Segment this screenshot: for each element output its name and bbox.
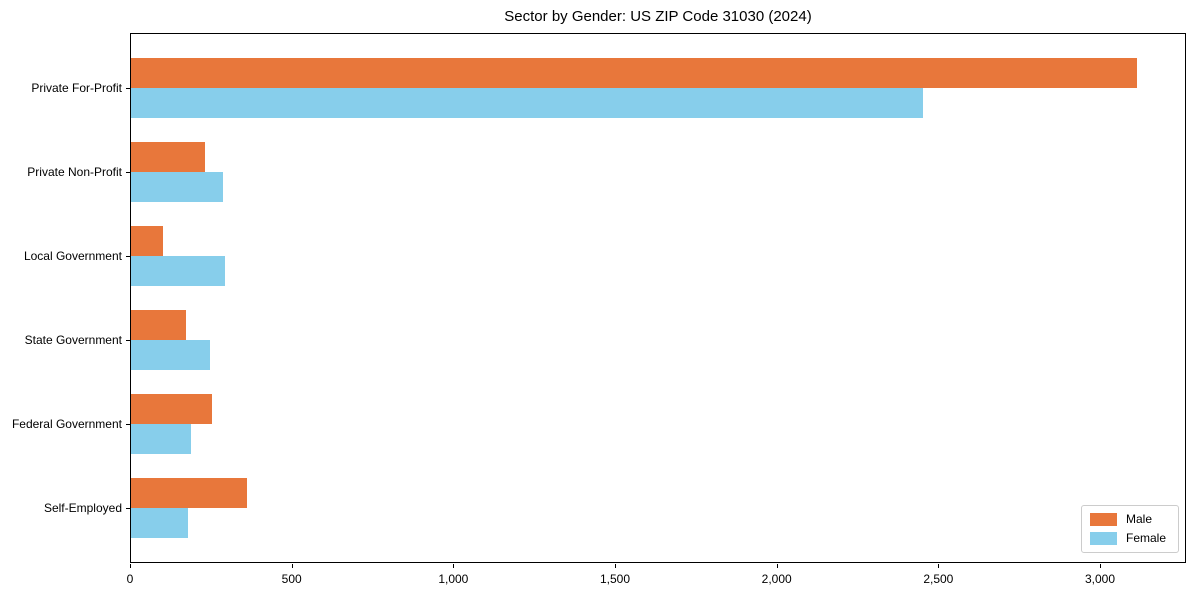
x-tick-label: 1,500 xyxy=(599,572,630,586)
x-tick-mark xyxy=(614,564,616,568)
y-tick-mark xyxy=(126,508,130,509)
plot-area: Male Female xyxy=(130,33,1186,563)
y-category-label: Private Non-Profit xyxy=(27,165,122,179)
bar-female-federal-government xyxy=(131,424,191,454)
y-category-label: Local Government xyxy=(23,249,122,263)
x-tick-label: 2,500 xyxy=(923,572,954,586)
bar-female-private-for-profit xyxy=(131,88,924,118)
x-tick-mark xyxy=(938,564,940,568)
legend-swatch-female xyxy=(1089,532,1117,545)
bar-female-private-non-profit xyxy=(131,172,224,202)
x-tick-mark xyxy=(776,564,778,568)
x-tick-mark xyxy=(453,564,455,568)
bar-female-self-employed xyxy=(131,508,188,538)
legend-label-female: Female xyxy=(1125,531,1166,545)
bar-male-local-government xyxy=(131,226,164,256)
y-tick-mark xyxy=(126,172,130,173)
legend-swatch-male xyxy=(1089,513,1117,526)
y-tick-mark xyxy=(126,424,130,425)
bar-male-state-government xyxy=(131,310,186,340)
bar-male-self-employed xyxy=(131,478,248,508)
y-tick-mark xyxy=(126,256,130,257)
chart-title: Sector by Gender: US ZIP Code 31030 (202… xyxy=(504,8,812,25)
y-tick-mark xyxy=(126,340,130,341)
x-tick-mark xyxy=(1099,564,1101,568)
y-category-label: State Government xyxy=(24,333,122,347)
legend-label-male: Male xyxy=(1125,512,1152,526)
bar-female-state-government xyxy=(131,340,211,370)
y-category-label: Self-Employed xyxy=(43,501,122,515)
x-tick-label: 3,000 xyxy=(1084,572,1115,586)
x-tick-mark xyxy=(130,564,131,568)
legend-row-male: Male xyxy=(1089,512,1166,526)
bar-female-local-government xyxy=(131,256,225,286)
x-tick-label: 500 xyxy=(281,572,302,586)
x-tick-mark xyxy=(291,564,293,568)
legend: Male Female xyxy=(1080,505,1179,553)
y-category-label: Private For-Profit xyxy=(31,81,122,95)
bar-male-federal-government xyxy=(131,394,212,424)
x-tick-label: 0 xyxy=(126,572,134,586)
legend-row-female: Female xyxy=(1089,531,1166,545)
bar-male-private-non-profit xyxy=(131,142,206,172)
y-category-label: Federal Government xyxy=(11,417,122,431)
bar-male-private-for-profit xyxy=(131,58,1137,88)
y-tick-mark xyxy=(126,88,130,89)
x-tick-label: 1,000 xyxy=(438,572,469,586)
x-tick-label: 2,000 xyxy=(761,572,792,586)
